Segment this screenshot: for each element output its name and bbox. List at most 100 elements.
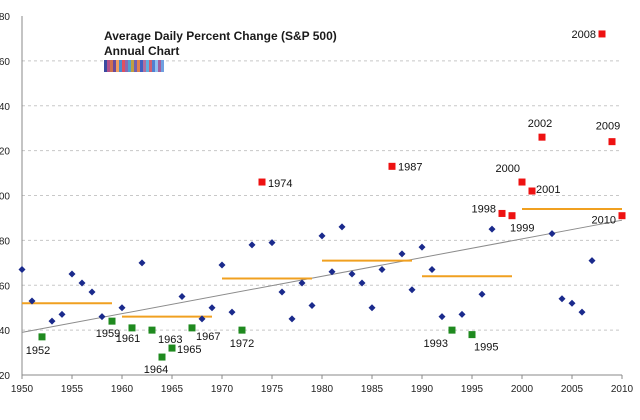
x-tick-label: 1975 (261, 384, 284, 395)
diamond-point (48, 317, 56, 325)
diamond-point (88, 288, 96, 296)
low-square-point (148, 326, 156, 334)
high-square-point (598, 30, 606, 38)
diamond-point (348, 270, 356, 278)
legend-strip-segment (161, 60, 164, 72)
diamond-point (568, 299, 576, 307)
point-label: 1959 (96, 328, 120, 340)
x-tick-label: 1990 (411, 384, 434, 395)
diamond-point (198, 315, 206, 323)
diamond-point (458, 310, 466, 318)
diamond-point (308, 301, 316, 309)
diamond-point (248, 241, 256, 249)
high-square-point (258, 178, 266, 186)
diamond-point (18, 266, 26, 274)
y-tick-label: 1.00 (0, 192, 10, 203)
diamond-point (178, 292, 186, 300)
high-square-point (518, 178, 526, 186)
high-square-point (508, 212, 516, 220)
diamond-point (378, 266, 386, 274)
legend-strip-segment (122, 60, 125, 72)
diamond-point (138, 259, 146, 267)
x-tick-label: 1980 (311, 384, 334, 395)
chart-title: Average Daily Percent Change (S&P 500) (104, 29, 337, 43)
legend-strip-segment (119, 60, 122, 72)
low-square-point (108, 317, 116, 325)
diamond-point (488, 225, 496, 233)
legend-strip-segment (128, 60, 131, 72)
diamond-point (208, 304, 216, 312)
y-tick-label: 1.20 (0, 147, 10, 158)
diamond-point (438, 313, 446, 321)
legend-strip-segment (131, 60, 134, 72)
diamond-point (578, 308, 586, 316)
point-labels: 1974 1987 1998 1999 2000 2001 2002 2008 2009 2010… (26, 29, 620, 376)
high-square-point (528, 187, 536, 195)
diamond-point (98, 313, 106, 321)
x-tick-label: 1960 (111, 384, 134, 395)
high-square-point (538, 133, 546, 141)
legend-strip-segment (149, 60, 152, 72)
x-tick-label: 1985 (361, 384, 384, 395)
point-label: 2001 (536, 184, 560, 196)
data-points (18, 30, 626, 361)
legend-strip-segment (125, 60, 128, 72)
diamond-point (408, 286, 416, 294)
x-tick-label: 2010 (611, 384, 634, 395)
point-label: 1963 (158, 334, 182, 346)
diamond-point (28, 297, 36, 305)
diamond-point (278, 288, 286, 296)
point-label: 1974 (268, 178, 292, 190)
low-square-point (468, 331, 476, 339)
x-tick-label: 1955 (61, 384, 84, 395)
y-tick-label: .40 (0, 326, 10, 337)
high-square-point (498, 209, 506, 217)
y-tick-label: 1.80 (0, 12, 10, 23)
chart-subtitle: Annual Chart (104, 44, 179, 58)
y-tick-label: .20 (0, 371, 10, 382)
legend-strip-segment (116, 60, 119, 72)
low-square-point (238, 326, 246, 334)
point-label: 1999 (510, 223, 534, 235)
point-label: 2009 (596, 121, 620, 133)
legend-strip-segment (152, 60, 155, 72)
legend-strip-segment (110, 60, 113, 72)
x-axis-ticks: 1950 1955 1960 1965 1970 1975 1980 1985 1990 1995… (11, 375, 634, 395)
point-label: 1972 (230, 338, 254, 350)
x-tick-label: 1970 (211, 384, 234, 395)
diamond-point (298, 279, 306, 287)
y-tick-label: .60 (0, 281, 10, 292)
x-tick-label: 1950 (11, 384, 34, 395)
x-tick-label: 1965 (161, 384, 184, 395)
diamond-point (398, 250, 406, 258)
x-tick-label: 2000 (511, 384, 534, 395)
point-label: 1987 (398, 161, 422, 173)
diamond-point (358, 279, 366, 287)
diamond-point (318, 232, 326, 240)
legend-strip-segment (143, 60, 146, 72)
diamond-point (228, 308, 236, 316)
point-label: 1964 (144, 364, 168, 376)
point-label: 1965 (177, 344, 201, 356)
high-square-point (388, 162, 396, 170)
legend-strip-segment (155, 60, 158, 72)
point-label: 1952 (26, 345, 50, 357)
point-label: 1961 (116, 333, 140, 345)
point-label: 1998 (472, 203, 496, 215)
point-label: 2010 (592, 215, 616, 227)
legend-color-strip (104, 60, 164, 72)
legend-strip-segment (158, 60, 161, 72)
diamond-point (118, 304, 126, 312)
diamond-point (288, 315, 296, 323)
x-tick-label: 2005 (561, 384, 584, 395)
legend-strip-segment (104, 60, 107, 72)
low-square-point (448, 326, 456, 334)
low-square-point (168, 344, 176, 352)
diamond-point (338, 223, 346, 231)
diamond-point (368, 304, 376, 312)
diamond-point (548, 230, 556, 238)
diamond-point (268, 239, 276, 247)
y-tick-label: .80 (0, 236, 10, 247)
high-square-point (618, 212, 626, 220)
